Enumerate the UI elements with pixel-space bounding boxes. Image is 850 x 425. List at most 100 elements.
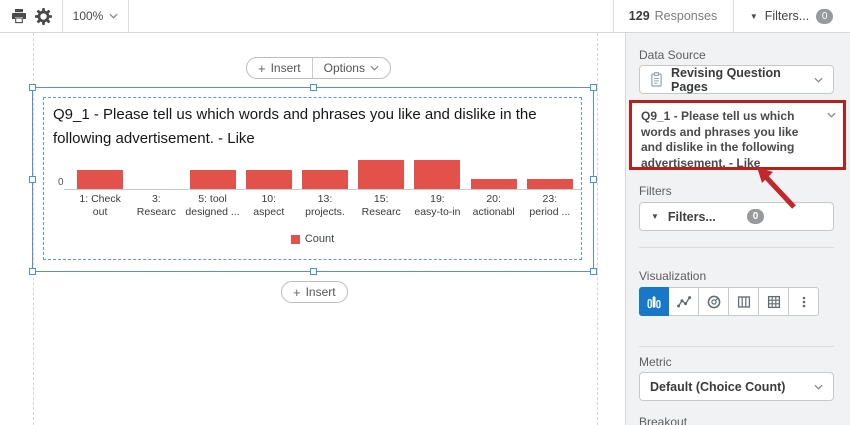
filters-section-label: Filters bbox=[639, 184, 672, 198]
sidebar-filters-label: Filters... bbox=[667, 209, 716, 224]
toolbar-divider bbox=[613, 0, 614, 32]
x-axis-label: 1: Check out bbox=[79, 193, 121, 218]
toolbar: 100% 129 Responses ▼ Filters... 0 bbox=[0, 0, 850, 33]
data-source-label: Data Source bbox=[639, 48, 706, 62]
x-axis-label: 20: actionabl bbox=[472, 193, 515, 218]
insert-options-pill: + Insert Options bbox=[246, 57, 391, 79]
plus-icon: + bbox=[258, 60, 266, 76]
page-guide-right bbox=[597, 33, 598, 425]
resize-handle-w[interactable] bbox=[29, 176, 36, 183]
viz-option-donut-chart[interactable] bbox=[699, 287, 729, 316]
viz-option-columns[interactable] bbox=[729, 287, 759, 316]
insert-button-bottom[interactable]: + Insert bbox=[282, 282, 347, 302]
toolbar-divider bbox=[62, 0, 63, 32]
filters-count-badge: 0 bbox=[816, 8, 834, 24]
visualization-options bbox=[639, 287, 819, 316]
bar-2[interactable] bbox=[128, 159, 184, 189]
bar-chart bbox=[72, 159, 578, 189]
options-label: Options bbox=[323, 61, 365, 75]
gear-icon[interactable] bbox=[35, 8, 52, 30]
metric-label: Metric bbox=[639, 355, 672, 369]
viz-option-bar-chart[interactable] bbox=[639, 287, 669, 316]
chevron-down-icon bbox=[814, 77, 823, 83]
x-axis-label: 10: aspect bbox=[253, 193, 285, 218]
bar-1[interactable] bbox=[72, 159, 128, 189]
metric-dropdown[interactable]: Default (Choice Count) bbox=[639, 372, 834, 401]
plus-icon: + bbox=[293, 284, 301, 300]
sidebar-filters-button[interactable]: ▼ Filters... 0 bbox=[639, 202, 834, 231]
bar-6[interactable] bbox=[353, 159, 409, 189]
viz-option-line-chart[interactable] bbox=[669, 287, 699, 316]
x-axis-labels: 1: Check out 3: Researc 5: tool designed .… bbox=[72, 193, 578, 219]
chevron-down-icon bbox=[370, 65, 379, 71]
legend-label: Count bbox=[304, 233, 335, 245]
legend-swatch bbox=[290, 234, 300, 244]
x-axis-label: 19: easy-to-in bbox=[414, 193, 461, 218]
resize-handle-sw[interactable] bbox=[29, 268, 36, 275]
bar-8[interactable] bbox=[466, 159, 522, 189]
resize-handle-n[interactable] bbox=[310, 84, 317, 91]
sidebar-filters-badge: 0 bbox=[747, 209, 764, 224]
x-axis-line bbox=[64, 189, 581, 190]
data-source-dropdown[interactable]: Revising Question Pages bbox=[639, 65, 834, 94]
x-axis-label: 3: Researc bbox=[136, 193, 176, 218]
zoom-level: 100% bbox=[72, 9, 104, 23]
printer-icon[interactable] bbox=[11, 8, 27, 29]
clipboard-icon bbox=[651, 72, 662, 87]
resize-handle-e[interactable] bbox=[590, 176, 597, 183]
resize-handle-ne[interactable] bbox=[590, 84, 597, 91]
y-axis-tick: 0 bbox=[58, 177, 64, 188]
responses-number: 129 bbox=[628, 9, 650, 23]
bar-9[interactable] bbox=[522, 159, 578, 189]
visualization-label: Visualization bbox=[639, 269, 707, 283]
resize-handle-se[interactable] bbox=[590, 268, 597, 275]
viz-option-table[interactable] bbox=[759, 287, 789, 316]
bar-3[interactable] bbox=[184, 159, 240, 189]
x-axis-label: 15: Researc bbox=[361, 193, 401, 218]
toolbar-divider bbox=[733, 0, 734, 32]
viz-option-more[interactable] bbox=[789, 287, 819, 316]
question-value: Q9_1 - Please tell us which words and ph… bbox=[641, 109, 799, 170]
chevron-down-icon bbox=[814, 384, 823, 390]
x-axis-label: 23: period ... bbox=[529, 193, 571, 218]
section-divider bbox=[639, 346, 834, 347]
options-button[interactable]: Options bbox=[311, 58, 390, 78]
bar-4[interactable] bbox=[241, 159, 297, 189]
metric-value: Default (Choice Count) bbox=[650, 379, 786, 394]
insert-button-top[interactable]: + Insert bbox=[247, 58, 312, 78]
bar-5[interactable] bbox=[297, 159, 353, 189]
more-options-icon bbox=[802, 296, 805, 307]
question-dropdown-annotated[interactable]: Q9_1 - Please tell us which words and ph… bbox=[629, 100, 846, 170]
responses-label: Responses bbox=[654, 9, 718, 23]
chart-legend: Count bbox=[44, 233, 581, 245]
bar-7[interactable] bbox=[409, 159, 465, 189]
section-divider bbox=[639, 247, 834, 248]
zoom-dropdown[interactable]: 100% bbox=[63, 0, 128, 32]
insert-label: Insert bbox=[270, 61, 301, 75]
resize-handle-nw[interactable] bbox=[29, 84, 36, 91]
data-source-value: Revising Question Pages bbox=[671, 65, 781, 94]
chart-widget[interactable]: Q9_1 - Please tell us which words and ph… bbox=[43, 97, 582, 260]
resize-handle-s[interactable] bbox=[310, 268, 317, 275]
columns-icon bbox=[737, 295, 750, 308]
page-guide-left bbox=[33, 33, 34, 425]
toolbar-divider bbox=[128, 0, 129, 32]
filter-funnel-icon: ▼ bbox=[749, 11, 758, 21]
insert-pill-bottom: + Insert bbox=[281, 281, 348, 303]
report-canvas: + Insert Options Q9_1 - Please tell us w… bbox=[0, 33, 625, 425]
responses-count: 129 Responses bbox=[613, 0, 733, 32]
donut-chart-icon bbox=[707, 295, 720, 308]
settings-sidebar: Data Source Revising Question Pages Q9_1… bbox=[625, 33, 850, 425]
x-axis-label: 13: projects. bbox=[305, 193, 345, 218]
chevron-down-icon bbox=[109, 13, 118, 19]
filters-label: Filters... bbox=[764, 9, 810, 23]
chart-title: Q9_1 - Please tell us which words and ph… bbox=[53, 106, 537, 147]
bar-chart-icon bbox=[647, 295, 661, 308]
widget-selection-outline[interactable] bbox=[29, 84, 597, 275]
toolbar-filters-button[interactable]: ▼ Filters... 0 bbox=[733, 0, 850, 32]
insert-label: Insert bbox=[305, 285, 336, 299]
breakout-label: Breakout bbox=[639, 415, 688, 425]
chevron-down-icon bbox=[827, 112, 836, 118]
x-axis-label: 5: tool designed ... bbox=[185, 193, 240, 218]
line-chart-icon bbox=[676, 295, 691, 307]
